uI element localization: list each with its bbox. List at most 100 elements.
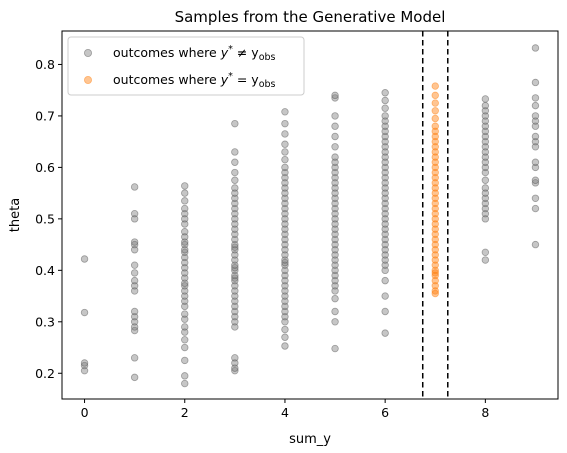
point-series-1-39 bbox=[432, 83, 439, 90]
point-series-0-26 bbox=[181, 344, 188, 351]
x-tick-label-0: 0 bbox=[81, 405, 89, 420]
x-tick-label-2: 4 bbox=[281, 405, 289, 420]
point-series-0-171 bbox=[332, 113, 339, 120]
y-tick-label-2: 0.4 bbox=[35, 263, 55, 278]
legend-label-match-rel: = y bbox=[233, 72, 259, 87]
point-series-0-11 bbox=[131, 308, 138, 315]
point-series-0-16 bbox=[131, 262, 138, 269]
point-series-0-91 bbox=[232, 177, 239, 184]
legend-marker-mismatch bbox=[84, 49, 91, 56]
point-series-0-210 bbox=[382, 97, 389, 104]
legend-label-mismatch-obs: obs bbox=[259, 52, 276, 63]
point-series-0-15 bbox=[131, 270, 138, 277]
point-series-0-98 bbox=[282, 326, 289, 333]
y-tick-label-5: 0.7 bbox=[35, 108, 55, 123]
point-series-0-139 bbox=[332, 308, 339, 315]
point-series-0-176 bbox=[382, 293, 389, 300]
point-series-0-212 bbox=[482, 257, 489, 264]
point-series-0-48 bbox=[181, 228, 188, 235]
point-series-0-97 bbox=[282, 334, 289, 341]
point-series-0-24 bbox=[181, 373, 188, 380]
point-series-1-37 bbox=[432, 100, 439, 107]
point-series-0-211 bbox=[382, 89, 389, 96]
point-series-1-36 bbox=[432, 107, 439, 114]
point-series-0-209 bbox=[382, 105, 389, 112]
legend-label-match-prefix: outcomes where bbox=[113, 72, 221, 87]
point-series-0-249 bbox=[532, 113, 539, 120]
point-series-0-59 bbox=[232, 355, 239, 362]
legend-marker-match bbox=[84, 76, 91, 83]
point-series-0-137 bbox=[332, 345, 339, 352]
y-tick-label-0: 0.2 bbox=[35, 366, 55, 381]
x-axis-label: sum_y bbox=[289, 432, 331, 447]
legend-label-match-obs: obs bbox=[259, 79, 276, 90]
point-series-0-19 bbox=[131, 239, 138, 246]
point-series-0-168 bbox=[332, 144, 339, 151]
point-series-0-252 bbox=[532, 79, 539, 86]
point-series-0-251 bbox=[532, 95, 539, 102]
point-series-0-21 bbox=[131, 210, 138, 217]
point-series-0-22 bbox=[131, 184, 138, 191]
point-series-0-90 bbox=[232, 185, 239, 192]
y-tick-label-4: 0.6 bbox=[35, 160, 55, 175]
legend-label-mismatch-rel: ≠ y bbox=[233, 45, 259, 60]
point-series-0-208 bbox=[382, 113, 389, 120]
point-series-0-250 bbox=[532, 102, 539, 109]
point-series-0-173 bbox=[332, 92, 339, 99]
y-axis-ticks: 0.2 0.3 0.4 0.5 0.6 0.7 0.8 bbox=[35, 57, 62, 381]
point-series-0-23 bbox=[181, 380, 188, 387]
points-layer bbox=[81, 45, 539, 387]
point-series-0-169 bbox=[332, 133, 339, 140]
point-series-0-237 bbox=[532, 241, 539, 248]
point-series-0-3 bbox=[81, 309, 88, 316]
point-series-0-175 bbox=[382, 308, 389, 315]
point-series-0-246 bbox=[532, 133, 539, 140]
point-series-0-177 bbox=[382, 277, 389, 284]
chart-title: Samples from the Generative Model bbox=[175, 8, 446, 26]
x-tick-label-4: 8 bbox=[481, 405, 489, 420]
point-series-0-170 bbox=[332, 123, 339, 130]
point-series-0-236 bbox=[482, 96, 489, 103]
point-series-0-52 bbox=[181, 205, 188, 212]
x-axis-ticks: 0 2 4 6 8 bbox=[81, 399, 490, 420]
point-series-0-220 bbox=[482, 185, 489, 192]
point-series-0-29 bbox=[181, 324, 188, 331]
point-series-0-94 bbox=[232, 149, 239, 156]
point-series-0-167 bbox=[332, 154, 339, 161]
point-series-0-4 bbox=[81, 256, 88, 263]
point-series-0-174 bbox=[382, 330, 389, 337]
point-series-0-31 bbox=[181, 311, 188, 318]
legend-label-mismatch-prefix: outcomes where bbox=[113, 45, 221, 60]
y-axis-label: theta bbox=[8, 198, 23, 232]
point-series-0-243 bbox=[532, 159, 539, 166]
point-series-0-253 bbox=[532, 45, 539, 52]
point-series-0-136 bbox=[282, 109, 289, 116]
point-series-0-93 bbox=[232, 159, 239, 166]
point-series-1-34 bbox=[432, 123, 439, 130]
point-series-0-133 bbox=[282, 141, 289, 148]
point-series-0-135 bbox=[282, 120, 289, 127]
point-series-0-134 bbox=[282, 131, 289, 138]
point-series-1-35 bbox=[432, 115, 439, 122]
point-series-0-131 bbox=[282, 156, 289, 163]
point-series-0-239 bbox=[532, 195, 539, 202]
point-series-0-55 bbox=[181, 183, 188, 190]
point-series-0-95 bbox=[232, 120, 239, 127]
point-series-0-213 bbox=[482, 249, 489, 256]
point-series-0-6 bbox=[131, 355, 138, 362]
y-tick-label-6: 0.8 bbox=[35, 57, 55, 72]
y-tick-label-1: 0.3 bbox=[35, 314, 55, 329]
point-series-0-54 bbox=[181, 190, 188, 197]
x-tick-label-1: 2 bbox=[181, 405, 189, 420]
point-series-0-241 bbox=[532, 177, 539, 184]
point-series-0-14 bbox=[131, 277, 138, 284]
point-series-0-96 bbox=[282, 343, 289, 350]
point-series-0-140 bbox=[332, 295, 339, 302]
point-series-0-238 bbox=[532, 205, 539, 212]
point-series-0-138 bbox=[332, 319, 339, 326]
point-series-0-235 bbox=[482, 102, 489, 109]
point-series-0-130 bbox=[282, 164, 289, 171]
point-series-0-221 bbox=[482, 177, 489, 184]
legend: outcomes where y* ≠ yobs outcomes where … bbox=[68, 37, 304, 95]
point-series-1-38 bbox=[432, 92, 439, 99]
